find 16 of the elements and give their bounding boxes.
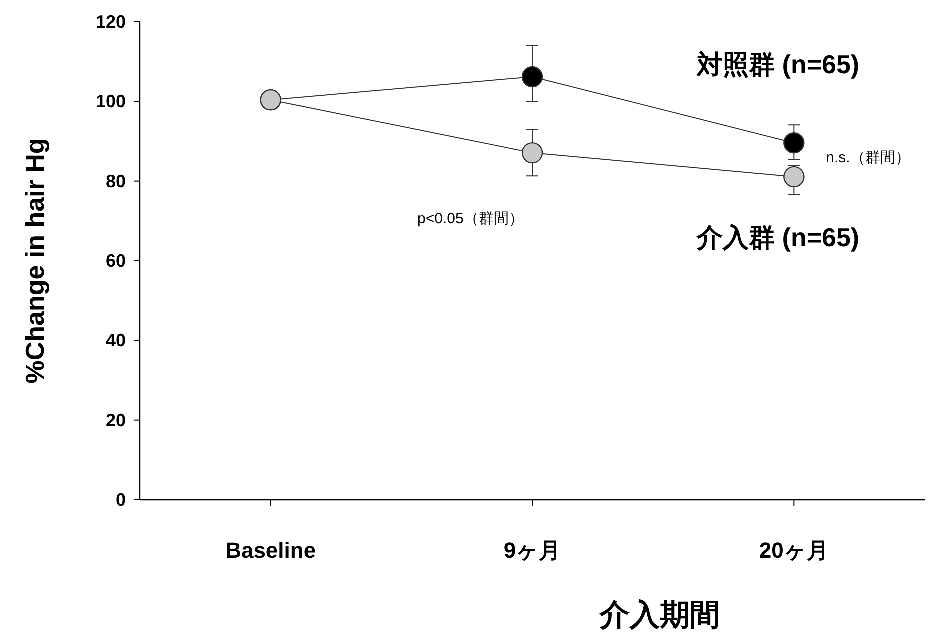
y-tick-label: 80: [106, 171, 126, 192]
x-tick-label: 20ヶ月: [759, 538, 829, 563]
y-tick-label: 0: [116, 490, 126, 510]
y-tick-label: 60: [106, 251, 126, 271]
y-tick-label: 100: [96, 92, 126, 112]
annotation: n.s.（群間）: [826, 149, 910, 166]
annotation: p<0.05（群間）: [418, 210, 524, 228]
y-tick-label: 40: [106, 330, 126, 351]
text: 介入群 (n=65): [696, 222, 860, 253]
series-label: 対照群 (n=65): [696, 49, 860, 80]
x-tick-label: Baseline: [226, 538, 316, 563]
x-axis-title: 介入期間: [599, 599, 720, 632]
y-tick-label: 120: [96, 12, 126, 32]
y-tick-label: 20: [106, 410, 126, 430]
y-axis-title: %Change in hair Hg: [20, 138, 50, 384]
x-tick-label: 9ヶ月: [504, 538, 562, 563]
